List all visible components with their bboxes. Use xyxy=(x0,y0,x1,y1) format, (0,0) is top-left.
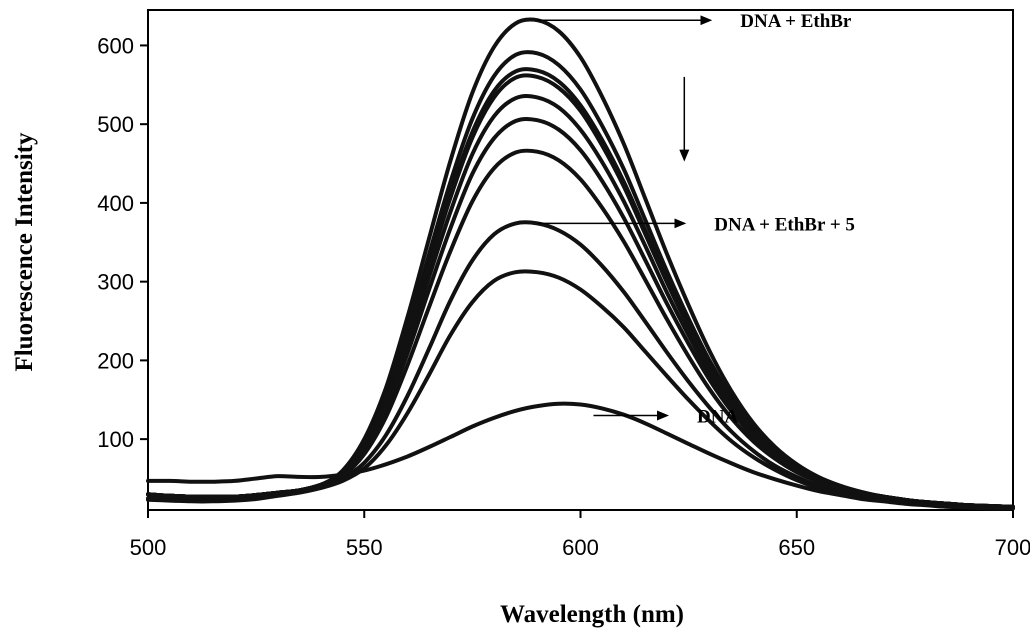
y-tick-label-500: 500 xyxy=(97,112,134,137)
y-tick-label-300: 300 xyxy=(97,270,134,295)
x-tick-label-500: 500 xyxy=(130,535,167,560)
annotation-label-1: DNA + EthBr xyxy=(740,11,852,32)
plot-frame xyxy=(147,9,1014,511)
x-tick-label-700: 700 xyxy=(995,535,1030,560)
annotation-layer: DNA + EthBr DNA + EthBr + 5 DNA xyxy=(537,11,855,428)
y-tick-label-600: 600 xyxy=(97,33,134,58)
y-tick-label-200: 200 xyxy=(97,348,134,373)
annotation-label-2: DNA + EthBr + 5 xyxy=(714,214,855,235)
y-axis-title: Fluorescence Intensity xyxy=(11,132,38,372)
y-tick-label-100: 100 xyxy=(97,427,134,452)
series-line-10 xyxy=(146,401,1015,511)
y-tick-label-400: 400 xyxy=(97,191,134,216)
x-tick-label-550: 550 xyxy=(346,535,383,560)
x-axis: 500 550 600 650 700 xyxy=(130,510,1030,560)
series-line-9 xyxy=(146,269,1015,510)
y-axis: 100 200 300 400 500 600 xyxy=(97,33,148,452)
series-line-7 xyxy=(146,148,1015,509)
series-line-2 xyxy=(146,50,1015,509)
x-axis-title: Wavelength (nm) xyxy=(500,601,684,628)
annotation-label-3: DNA xyxy=(697,407,738,428)
x-tick-label-600: 600 xyxy=(562,535,599,560)
series-line-5 xyxy=(146,94,1015,509)
series-line-8 xyxy=(146,220,1015,510)
series-layer xyxy=(146,17,1015,511)
x-tick-label-650: 650 xyxy=(778,535,815,560)
